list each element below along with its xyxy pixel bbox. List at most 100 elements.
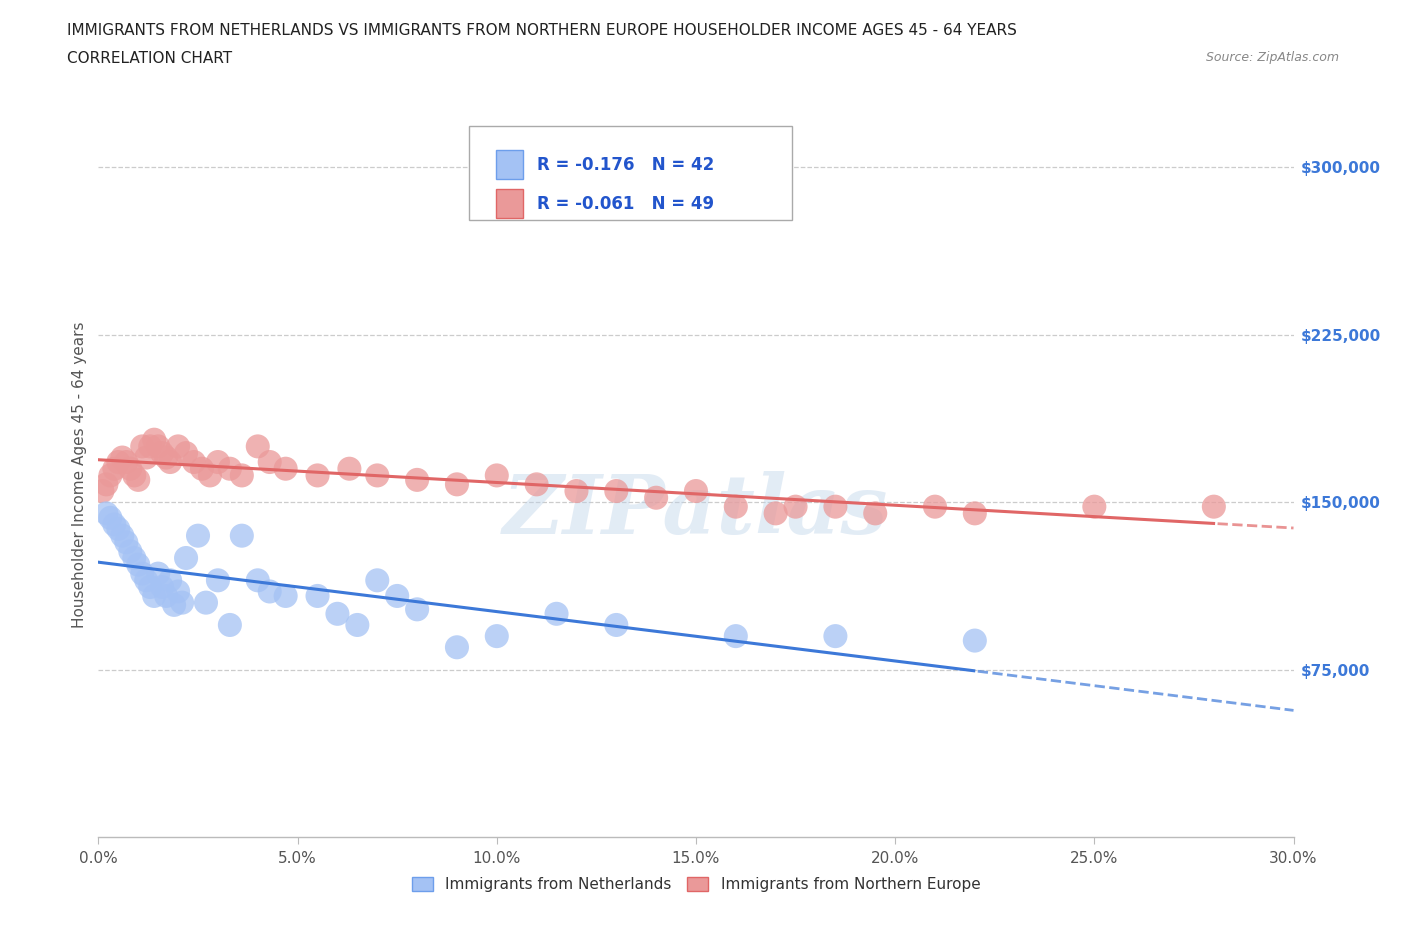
Point: [103, 461, 125, 476]
Point: [159, 573, 181, 588]
Point: [111, 528, 134, 543]
Point: [339, 461, 361, 476]
Point: [326, 606, 349, 621]
Point: [107, 455, 129, 470]
Point: [219, 461, 242, 476]
Point: [231, 528, 253, 543]
Point: [526, 477, 548, 492]
Point: [406, 472, 429, 487]
Point: [246, 439, 269, 454]
Point: [1202, 499, 1225, 514]
Point: [724, 499, 747, 514]
Point: [685, 484, 707, 498]
Point: [785, 499, 807, 514]
Text: IMMIGRANTS FROM NETHERLANDS VS IMMIGRANTS FROM NORTHERN EUROPE HOUSEHOLDER INCOM: IMMIGRANTS FROM NETHERLANDS VS IMMIGRANT…: [67, 23, 1018, 38]
Point: [148, 439, 170, 454]
Text: CORRELATION CHART: CORRELATION CHART: [67, 51, 232, 66]
Point: [274, 461, 297, 476]
Point: [155, 450, 177, 465]
Point: [645, 490, 668, 505]
Point: [174, 445, 197, 460]
Point: [307, 468, 329, 483]
Point: [1083, 499, 1105, 514]
Point: [174, 551, 197, 565]
Point: [127, 472, 149, 487]
Point: [167, 584, 190, 599]
Point: [207, 573, 229, 588]
Y-axis label: Householder Income Ages 45 - 64 years: Householder Income Ages 45 - 64 years: [72, 321, 87, 628]
Point: [446, 640, 468, 655]
Point: [131, 566, 153, 581]
Point: [246, 573, 269, 588]
Point: [385, 589, 409, 604]
Point: [150, 445, 173, 460]
Point: [120, 461, 142, 476]
Text: Source: ZipAtlas.com: Source: ZipAtlas.com: [1205, 51, 1339, 64]
Point: [346, 618, 368, 632]
Bar: [496, 150, 523, 179]
Point: [167, 439, 190, 454]
Point: [127, 557, 149, 572]
Point: [259, 584, 281, 599]
Point: [107, 522, 129, 537]
Point: [724, 629, 747, 644]
Point: [163, 597, 186, 612]
Point: [115, 535, 138, 550]
Point: [406, 602, 429, 617]
Point: [824, 629, 846, 644]
Point: [924, 499, 946, 514]
Point: [150, 579, 173, 594]
Point: [207, 455, 229, 470]
FancyBboxPatch shape: [470, 126, 792, 220]
Point: [198, 468, 221, 483]
Text: R = -0.061   N = 49: R = -0.061 N = 49: [537, 194, 714, 213]
Point: [195, 595, 218, 610]
Point: [274, 589, 297, 604]
Point: [96, 477, 118, 492]
Point: [139, 579, 162, 594]
Point: [172, 595, 194, 610]
Point: [219, 618, 242, 632]
Text: ZIPatlas: ZIPatlas: [503, 471, 889, 551]
Point: [98, 511, 122, 525]
Point: [98, 468, 122, 483]
Point: [765, 506, 787, 521]
Point: [91, 484, 114, 498]
Point: [124, 468, 146, 483]
Text: R = -0.176   N = 42: R = -0.176 N = 42: [537, 155, 714, 174]
Point: [96, 506, 118, 521]
Point: [605, 484, 627, 498]
Point: [135, 573, 157, 588]
Point: [143, 589, 166, 604]
Point: [963, 506, 986, 521]
Point: [159, 455, 181, 470]
Point: [963, 633, 986, 648]
Point: [124, 551, 146, 565]
Point: [183, 455, 205, 470]
Point: [446, 477, 468, 492]
Point: [307, 589, 329, 604]
Bar: [496, 189, 523, 219]
Point: [135, 450, 157, 465]
Point: [148, 566, 170, 581]
Point: [485, 629, 508, 644]
Point: [366, 573, 388, 588]
Point: [120, 544, 142, 559]
Point: [865, 506, 887, 521]
Point: [485, 468, 508, 483]
Point: [259, 455, 281, 470]
Point: [605, 618, 627, 632]
Point: [565, 484, 588, 498]
Point: [191, 461, 214, 476]
Point: [103, 517, 125, 532]
Point: [131, 439, 153, 454]
Point: [824, 499, 846, 514]
Point: [366, 468, 388, 483]
Point: [139, 439, 162, 454]
Point: [546, 606, 568, 621]
Point: [187, 528, 209, 543]
Point: [143, 432, 166, 447]
Point: [231, 468, 253, 483]
Point: [111, 450, 134, 465]
Point: [115, 455, 138, 470]
